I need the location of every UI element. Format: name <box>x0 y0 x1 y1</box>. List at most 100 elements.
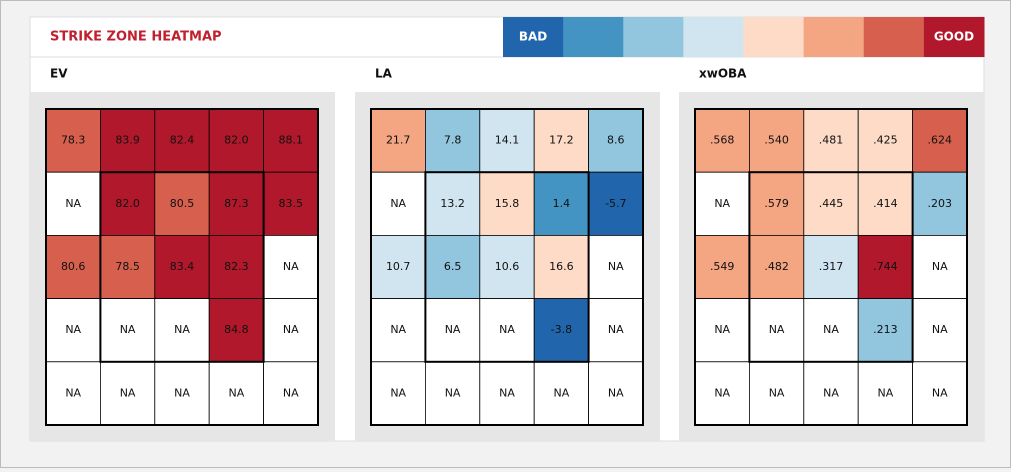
cell-value: .481 <box>819 134 844 147</box>
cell-value: NA <box>229 386 245 399</box>
cell-value: NA <box>120 386 136 399</box>
cell-value: 80.5 <box>170 197 195 210</box>
panel-label: xwOBA <box>699 67 747 81</box>
heatmap-cell <box>694 171 750 236</box>
heatmap-cell <box>154 171 210 236</box>
strike-zone <box>748 171 914 363</box>
grid-border <box>370 108 644 426</box>
cell-value: 84.8 <box>224 323 249 336</box>
panel-label: LA <box>375 67 393 81</box>
cell-value: NA <box>608 323 624 336</box>
heatmap-cell <box>803 298 859 363</box>
heatmap-cell <box>857 108 914 173</box>
heatmap-cell <box>694 234 750 299</box>
heatmap-cell <box>208 298 264 363</box>
heatmap-cell <box>912 298 968 363</box>
legend-label: GOOD <box>934 30 974 44</box>
cell-value: 13.2 <box>440 197 465 210</box>
cell-value: 8.6 <box>607 134 625 147</box>
heatmap-cell <box>154 361 210 426</box>
cell-value: NA <box>554 386 570 399</box>
heatmap-cell <box>370 361 426 426</box>
legend-swatch <box>803 17 865 57</box>
cell-value: -5.7 <box>605 197 626 210</box>
cell-value: NA <box>932 260 948 273</box>
cell-value: 82.0 <box>115 197 140 210</box>
cell-value: NA <box>65 197 81 210</box>
panel-label: EV <box>50 67 68 81</box>
cell-value: 17.2 <box>549 134 574 147</box>
heatmap-cell <box>749 171 805 236</box>
cell-value: .744 <box>873 260 898 273</box>
heatmap-cell <box>424 234 481 299</box>
cell-value: .317 <box>819 260 844 273</box>
cell-value: 82.0 <box>224 134 249 147</box>
heatmap-cell <box>588 108 644 173</box>
legend-swatch <box>623 17 684 57</box>
heatmap-cell <box>100 108 156 173</box>
cell-value: .425 <box>873 134 898 147</box>
cell-value: .579 <box>764 197 789 210</box>
cell-value: NA <box>283 386 299 399</box>
cell-value: .213 <box>873 323 898 336</box>
grid-border <box>45 108 319 426</box>
heatmap-cell <box>154 108 210 173</box>
cell-value: NA <box>390 323 406 336</box>
heatmap-cell <box>154 234 210 299</box>
heatmap-cell <box>154 298 210 363</box>
cell-value: 1.4 <box>553 197 571 210</box>
heatmap-cell <box>208 234 264 299</box>
heatmap-cell <box>45 171 101 236</box>
cell-value: .482 <box>764 260 789 273</box>
legend-swatch <box>863 17 925 57</box>
cell-value: NA <box>714 386 730 399</box>
grid-border <box>694 108 968 426</box>
heatmap-cell <box>857 171 914 236</box>
heatmap-cell <box>588 361 644 426</box>
cell-value: NA <box>714 197 730 210</box>
heatmap-cell <box>100 298 156 363</box>
cell-value: NA <box>932 386 948 399</box>
heatmap-cell <box>263 108 319 173</box>
cell-value: NA <box>608 260 624 273</box>
heatmap-cell <box>100 171 156 236</box>
cell-value: NA <box>65 386 81 399</box>
heatmap-cell <box>263 361 319 426</box>
heatmap-cell <box>749 361 805 426</box>
heatmap-cell <box>479 108 535 173</box>
cell-value: NA <box>769 323 785 336</box>
cell-value: 10.7 <box>386 260 411 273</box>
cell-value: 14.1 <box>495 134 520 147</box>
heatmap-cell <box>533 234 590 299</box>
cell-value: 7.8 <box>444 134 462 147</box>
cell-value: .549 <box>710 260 735 273</box>
cell-value: .445 <box>819 197 844 210</box>
cell-value: NA <box>174 386 190 399</box>
cell-value: NA <box>283 323 299 336</box>
heatmap-cell <box>208 108 264 173</box>
heatmap-cell <box>100 234 156 299</box>
legend-swatch <box>503 17 564 57</box>
legend-swatch <box>743 17 805 57</box>
strike-zone <box>99 171 265 363</box>
cell-value: NA <box>499 323 515 336</box>
heatmap-cell <box>208 171 264 236</box>
cell-value: 83.9 <box>115 134 140 147</box>
cell-value: NA <box>283 260 299 273</box>
cell-value: 87.3 <box>224 197 249 210</box>
cell-value: .568 <box>710 134 735 147</box>
cell-value: 80.6 <box>61 260 86 273</box>
heatmap-cell <box>803 234 859 299</box>
heatmap-cell <box>803 108 859 173</box>
cell-value: NA <box>445 323 461 336</box>
heatmap-cell <box>588 298 644 363</box>
cell-value: NA <box>445 386 461 399</box>
cell-value: NA <box>390 386 406 399</box>
cell-value: 78.3 <box>61 134 86 147</box>
heatmap-cell <box>479 298 535 363</box>
cell-value: 21.7 <box>386 134 411 147</box>
heatmap-cell <box>533 361 590 426</box>
heatmap-cell <box>263 171 319 236</box>
